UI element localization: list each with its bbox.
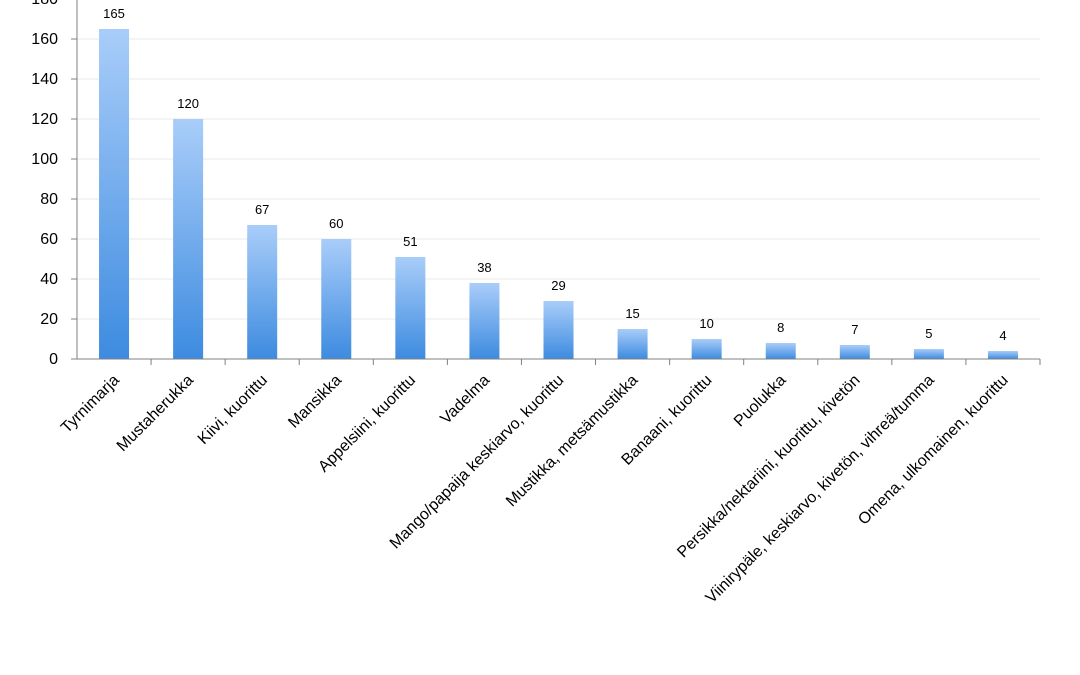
bar — [839, 345, 870, 359]
y-tick-label: 40 — [40, 271, 58, 288]
bar — [987, 351, 1018, 359]
y-tick-label: 80 — [40, 191, 58, 208]
category-label: Omena, ulkomainen, kuorittu — [855, 372, 1012, 529]
data-label: 38 — [477, 260, 491, 275]
y-tick-label: 140 — [31, 71, 58, 88]
bar — [469, 283, 500, 359]
bar — [321, 239, 352, 359]
data-label: 5 — [925, 326, 932, 341]
bar — [395, 257, 426, 359]
data-label: 7 — [851, 322, 858, 337]
y-tick-label: 0 — [49, 351, 58, 368]
bar — [617, 329, 648, 359]
bar — [173, 119, 204, 359]
data-label: 51 — [403, 234, 417, 249]
data-label: 60 — [329, 216, 343, 231]
data-label: 4 — [999, 328, 1006, 343]
y-tick-label: 160 — [31, 31, 58, 48]
data-label: 29 — [551, 278, 565, 293]
bar — [543, 301, 574, 359]
category-label: Kiivi, kuorittu — [195, 372, 271, 448]
gridlines — [77, 38, 1040, 320]
data-label: 120 — [177, 96, 199, 111]
y-tick-label: 20 — [40, 311, 58, 328]
data-label: 15 — [625, 306, 639, 321]
bar — [99, 29, 130, 359]
y-tick-label: 180 — [31, 0, 58, 8]
data-label: 10 — [699, 316, 713, 331]
bar — [247, 225, 278, 359]
category-label: Vadelma — [437, 372, 493, 428]
category-label: Mustaherukka — [114, 372, 197, 455]
axes — [71, 0, 1041, 365]
data-label: 67 — [255, 202, 269, 217]
bar — [913, 349, 944, 359]
y-tick-label: 60 — [40, 231, 58, 248]
category-label: Tyrnimarja — [58, 372, 123, 437]
y-tick-labels: 0 20 40 60 80 100 120 140 160 180 — [31, 0, 58, 368]
y-tick-label: 100 — [31, 151, 58, 168]
data-label: 8 — [777, 320, 784, 335]
category-label: Mansikka — [285, 372, 345, 432]
data-label: 165 — [103, 6, 125, 21]
category-label: Puolukka — [731, 372, 790, 431]
y-tick-label: 120 — [31, 111, 58, 128]
bar — [691, 339, 722, 359]
category-label: Mustikka, metsämustikka — [503, 372, 641, 510]
data-labels: 165 120 67 60 51 38 29 15 10 8 7 5 4 — [103, 6, 1006, 343]
bar — [765, 343, 796, 359]
bars — [99, 29, 1018, 359]
